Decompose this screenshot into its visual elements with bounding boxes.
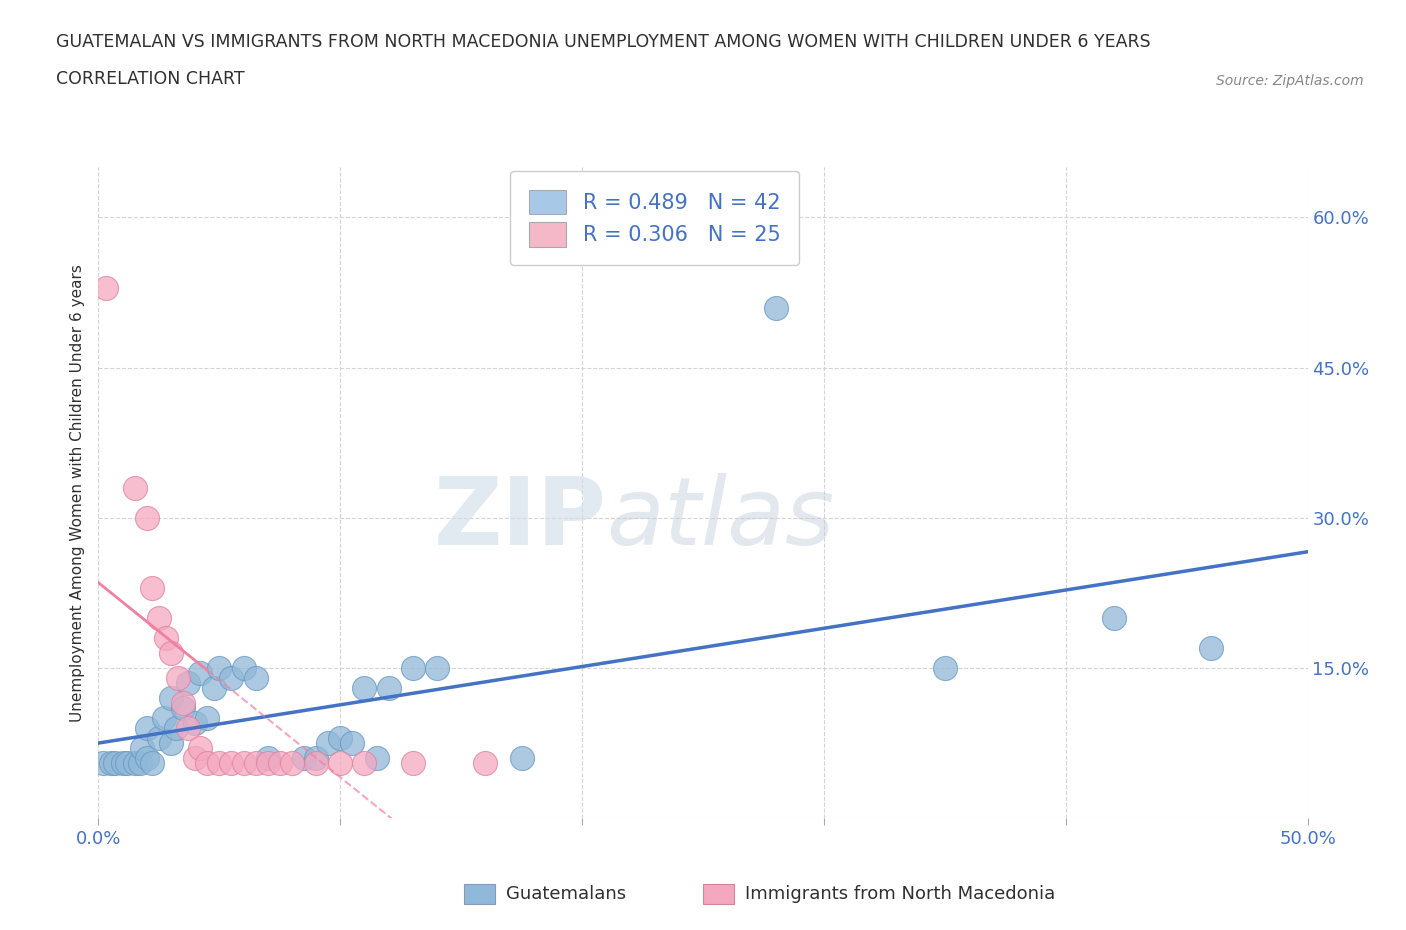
Point [135,511,157,525]
Point [165,721,187,736]
Point [342,736,364,751]
Point [160,691,183,706]
Point [316,736,339,751]
Text: CORRELATION CHART: CORRELATION CHART [56,71,245,88]
Point [124,481,146,496]
Point [94,280,117,295]
Point [184,751,207,765]
Point [1102,611,1125,626]
Y-axis label: Unemployment Among Women with Children Under 6 years: Unemployment Among Women with Children U… [70,264,86,722]
Point [377,681,399,696]
Point [117,756,139,771]
Point [353,681,375,696]
Point [141,580,163,595]
Point [765,300,787,315]
Point [172,701,194,716]
Point [269,756,291,771]
Point [281,756,304,771]
Text: Source: ZipAtlas.com: Source: ZipAtlas.com [1216,74,1364,88]
Text: Guatemalans: Guatemalans [506,884,626,903]
Point [104,756,127,771]
Point [172,696,194,711]
Point [510,751,533,765]
Point [160,645,183,660]
Point [1199,641,1222,656]
Point [128,756,150,771]
Point [208,660,231,675]
Point [188,741,211,756]
Point [177,721,200,736]
Point [155,631,177,645]
Point [353,756,375,771]
Point [232,660,254,675]
Point [177,676,200,691]
Point [184,716,207,731]
Point [124,756,146,771]
Point [208,756,231,771]
Point [221,671,243,685]
Point [934,660,956,675]
Point [148,611,170,626]
Point [292,751,315,765]
Point [366,751,388,765]
Point [204,681,226,696]
Point [402,660,425,675]
Point [131,741,153,756]
Point [305,751,328,765]
Point [148,731,170,746]
Point [141,756,163,771]
Point [135,751,157,765]
Text: Immigrants from North Macedonia: Immigrants from North Macedonia [745,884,1056,903]
Text: ZIP: ZIP [433,473,606,565]
Point [195,756,218,771]
Text: atlas: atlas [606,473,835,565]
Point [474,756,496,771]
Point [167,671,190,685]
Point [152,711,174,725]
Point [91,756,114,771]
Point [402,756,425,771]
Point [111,756,134,771]
Point [160,736,183,751]
Point [256,751,278,765]
Legend: R = 0.489   N = 42, R = 0.306   N = 25: R = 0.489 N = 42, R = 0.306 N = 25 [510,171,800,265]
Point [329,756,352,771]
Text: GUATEMALAN VS IMMIGRANTS FROM NORTH MACEDONIA UNEMPLOYMENT AMONG WOMEN WITH CHIL: GUATEMALAN VS IMMIGRANTS FROM NORTH MACE… [56,33,1152,51]
Point [245,671,267,685]
Point [100,756,122,771]
Point [329,731,352,746]
Point [256,756,278,771]
Point [305,756,328,771]
Point [245,756,267,771]
Point [426,660,449,675]
Point [195,711,218,725]
Point [188,666,211,681]
Point [221,756,243,771]
Point [232,756,254,771]
Point [135,721,157,736]
